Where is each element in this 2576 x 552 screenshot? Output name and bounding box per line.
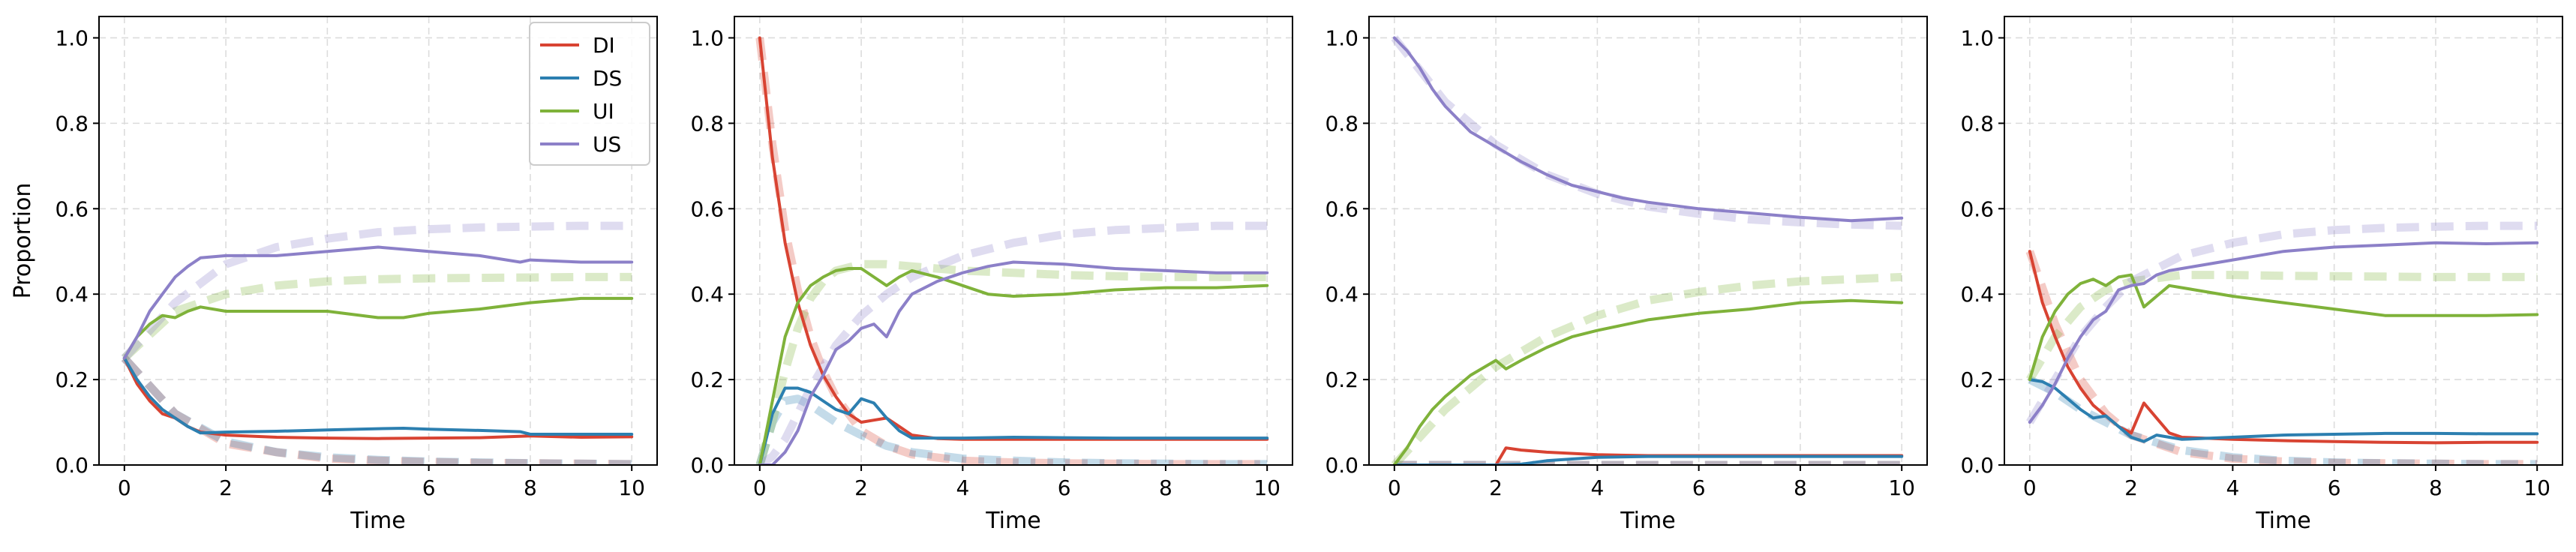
y-tick-label: 0.0: [1960, 453, 1994, 478]
series-line-di: [122, 356, 634, 440]
chart-panel-3: 0 2 4 6 8 10 0.0 0.2 0.4 0.6 0.8 1.0 Time: [1325, 16, 1928, 534]
series-line-ds: [1392, 454, 1904, 465]
x-tick-label: 8: [2429, 476, 2442, 500]
chart-panel-2: 0 2 4 6 8 10 0.0 0.2 0.4 0.6 0.8 1.0 Time: [690, 16, 1293, 534]
x-tick-label: 8: [524, 476, 537, 500]
x-tick-label: 2: [1489, 476, 1503, 500]
x-tick-label: 6: [2328, 476, 2341, 500]
series-line-ds: [122, 356, 634, 436]
x-tick-label: 0: [753, 476, 767, 500]
series-line-ds: [2028, 378, 2539, 443]
reference-line-us: [121, 221, 632, 362]
series-line-us: [2028, 241, 2539, 424]
x-tick-label: 6: [422, 476, 436, 500]
y-tick-label: 0.4: [55, 282, 89, 307]
x-tick-label: 10: [1888, 476, 1915, 500]
legend-box: [529, 22, 650, 166]
x-tick-label: 10: [1253, 476, 1280, 500]
series-line-ui: [758, 267, 1269, 465]
plot-area: [1391, 35, 1904, 465]
reference-line-us: [1391, 35, 1902, 230]
x-axis-label: Time: [985, 508, 1040, 534]
plot-area: [755, 36, 1269, 465]
y-tick-label: 0.0: [55, 453, 89, 478]
series-line-us: [1392, 36, 1904, 223]
y-tick-label: 0.0: [690, 453, 724, 478]
y-tick-label: 0.6: [690, 196, 724, 221]
y-tick-label: 0.6: [1960, 196, 1994, 221]
series-line-us: [758, 260, 1269, 465]
reference-line-ds: [755, 394, 1268, 465]
series-line-di: [2028, 250, 2539, 445]
y-tick-label: 0.8: [690, 111, 724, 136]
legend-label-us: US: [593, 132, 621, 157]
series-line-ui: [122, 296, 634, 360]
series-line-ui: [1392, 298, 1904, 465]
reference-line-ui: [1391, 272, 1902, 465]
reference-line-us: [757, 221, 1268, 465]
x-tick-label: 4: [2226, 476, 2239, 500]
x-tick-label: 0: [2023, 476, 2037, 500]
x-tick-label: 4: [1590, 476, 1604, 500]
x-tick-label: 10: [618, 476, 645, 500]
x-tick-label: 0: [118, 476, 131, 500]
y-tick-label: 0.8: [55, 111, 89, 136]
series-line-ui: [2028, 273, 2539, 382]
plot-frame: [2004, 16, 2563, 466]
x-axis-label: Time: [350, 508, 405, 534]
reference-line-di: [2025, 250, 2538, 465]
y-tick-label: 0.4: [1960, 282, 1994, 307]
y-tick-label: 0.6: [55, 196, 89, 221]
x-tick-label: 0: [1388, 476, 1401, 500]
y-tick-label: 0.4: [1325, 282, 1359, 307]
legend-label-di: DI: [593, 33, 615, 58]
plot-frame: [1368, 16, 1928, 466]
y-tick-label: 0.2: [690, 368, 724, 392]
x-axis-label: Time: [2255, 508, 2310, 534]
y-tick-label: 0.8: [1960, 111, 1994, 136]
y-tick-label: 1.0: [1325, 26, 1359, 50]
y-axis-label: Proportion: [10, 183, 36, 299]
series-line-ds: [758, 386, 1269, 465]
x-tick-label: 2: [854, 476, 868, 500]
reference-line-us: [2026, 221, 2538, 424]
y-tick-label: 0.0: [1325, 453, 1359, 478]
y-tick-label: 0.8: [1325, 111, 1359, 136]
x-tick-label: 4: [320, 476, 334, 500]
y-tick-label: 0.2: [1960, 368, 1994, 392]
y-tick-label: 1.0: [690, 26, 724, 50]
reference-line-ui: [122, 272, 632, 362]
x-axis-label: Time: [1620, 508, 1675, 534]
plot-area: [121, 221, 634, 465]
y-tick-label: 1.0: [1960, 26, 1994, 50]
x-tick-label: 2: [219, 476, 233, 500]
legend-label-ui: UI: [593, 99, 614, 124]
y-tick-label: 0.2: [1325, 368, 1359, 392]
plot-frame: [98, 16, 658, 466]
reference-line-ds: [2028, 376, 2538, 465]
chart-panel-1: 0 2 4 6 8 10 0.0 0.2 0.4 0.6 0.8 1.0 Time Proportion D…: [10, 16, 658, 534]
y-tick-label: 1.0: [55, 26, 89, 50]
x-tick-label: 8: [1159, 476, 1172, 500]
reference-line-ui: [755, 260, 1268, 465]
plot-area: [2025, 221, 2539, 465]
plot-frame: [734, 16, 1293, 466]
x-tick-label: 6: [1692, 476, 1706, 500]
y-tick-label: 0.4: [690, 282, 724, 307]
chart-panel-4: 0 2 4 6 8 10 0.0 0.2 0.4 0.6 0.8 1.0 Time: [1960, 16, 2563, 534]
x-tick-label: 8: [1794, 476, 1807, 500]
reference-line-ui: [2026, 271, 2538, 382]
x-tick-label: 6: [1058, 476, 1071, 500]
series-line-us: [122, 245, 634, 360]
x-tick-label: 10: [2523, 476, 2550, 500]
x-tick-label: 2: [2124, 476, 2138, 500]
y-tick-label: 0.6: [1325, 196, 1359, 221]
x-tick-label: 4: [956, 476, 969, 500]
legend: DI DS UI US: [529, 22, 650, 166]
y-tick-label: 0.2: [55, 368, 89, 392]
legend-label-ds: DS: [593, 66, 622, 91]
